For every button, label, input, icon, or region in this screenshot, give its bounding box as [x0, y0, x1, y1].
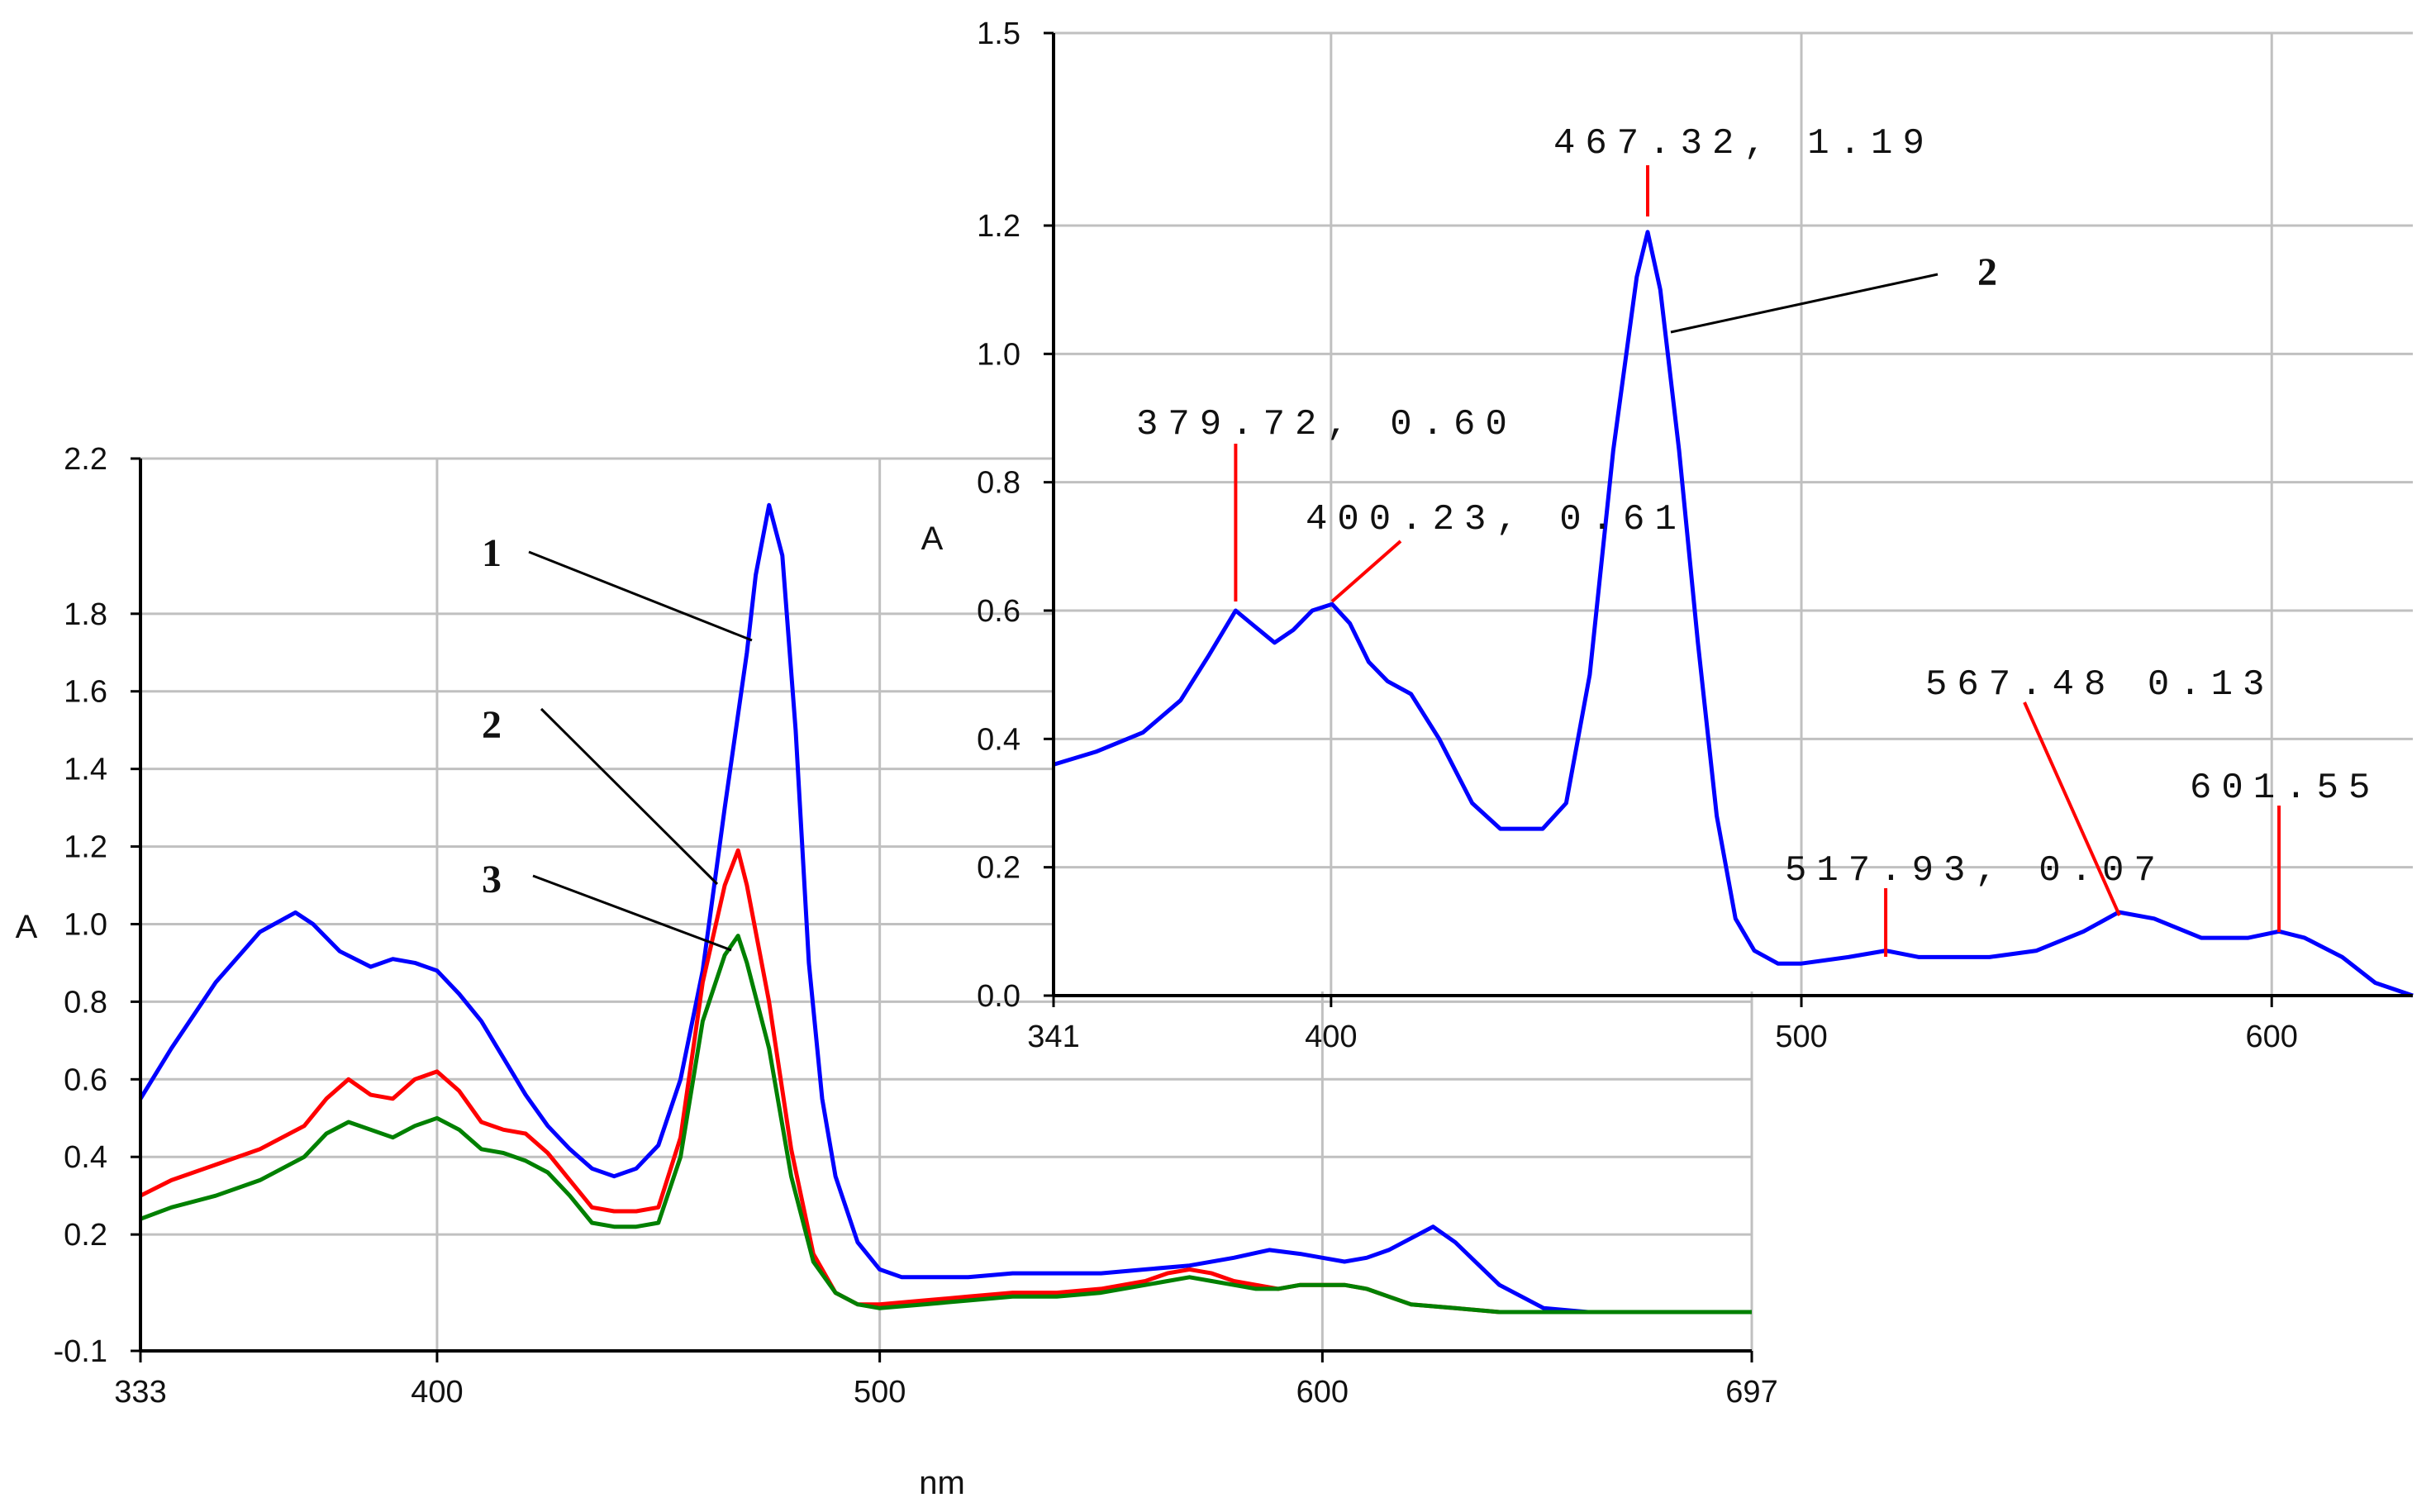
- chart-a-y-tick-label: 0.2: [64, 1218, 107, 1253]
- chart-b-x-tick-label: 341: [1027, 1020, 1079, 1054]
- chart-b-series-2-line: [1053, 230, 2414, 998]
- chart-b-y-tick-label: 0.8: [977, 466, 1020, 501]
- chart-b-peak-label: 379.72, 0.60: [1136, 404, 1517, 445]
- chart-b-peak-marker: [2023, 701, 2121, 916]
- chart-b-y-tick-label: 0.4: [977, 722, 1020, 757]
- chart-b-axes: [1052, 33, 2413, 997]
- chart-a-y-tick-label: 2.2: [64, 442, 107, 477]
- chart-b-peak-label: 467.32, 1.19: [1553, 123, 1934, 164]
- chart-a-axes: [139, 459, 1752, 1353]
- chart-b-peak-labels: 467.32, 1.19 379.72, 0.60 400.23, 0.61 567.…: [1136, 123, 2380, 957]
- chart-a-y-axis-label: A: [16, 909, 38, 945]
- chart-b-y-tick-label: 1.5: [977, 17, 1020, 51]
- chart-a-y-tick-label: -0.1: [54, 1334, 107, 1369]
- chart-a-y-tick-label: 0.4: [64, 1140, 107, 1175]
- chart-a-x-tick-label: 333: [114, 1375, 166, 1410]
- chart-a-tick-labels: 333 400 500 600 697 -0.1 0.2 0.4 0.6 0.8 1.0 1.2 1.4…: [54, 442, 1778, 1410]
- chart-a-y-tick-label: 0.8: [64, 985, 107, 1020]
- chart-a-y-tick-label: 1.2: [64, 830, 107, 865]
- chart-a-x-tick-label: 500: [854, 1375, 906, 1410]
- chart-b-y-tick-label: 0.0: [977, 979, 1020, 1014]
- chart-a-callout-label-3: 3: [482, 858, 502, 901]
- chart-b-series: [1053, 230, 2414, 998]
- chart-a-callouts: 1 2 3: [482, 531, 753, 952]
- chart-a-y-tick-label: 1.0: [64, 907, 107, 942]
- chart-b-peak-label: 567.48 0.13: [1925, 664, 2274, 706]
- inset-spectrum-chart: 341 400 500 600 0.0 0.2 0.4 0.6 0.8 1.0 1.2 1.5 A 4…: [921, 17, 2421, 1054]
- chart-a-callout-leader-2: [540, 707, 719, 886]
- chart-a-callout-leader-3: [532, 874, 732, 952]
- chart-a-x-tick-label: 697: [1725, 1375, 1777, 1410]
- chart-b-x-tick-label: 500: [1775, 1020, 1827, 1054]
- chart-a-y-tick-label: 1.6: [64, 675, 107, 710]
- chart-b-peak-label: 517.93, 0.07: [1785, 850, 2166, 892]
- chart-b-grid: [1044, 31, 2413, 1007]
- chart-a-series-1-line: [138, 502, 1752, 1315]
- chart-a-x-tick-label: 400: [411, 1375, 463, 1410]
- chart-a-x-tick-label: 600: [1296, 1375, 1349, 1410]
- chart-a-callout-leader-1: [528, 550, 753, 642]
- chart-b-peak-marker: [1330, 540, 1402, 603]
- chart-a-series-3-line: [140, 934, 1752, 1315]
- chart-b-peak-label: 601.55: [2190, 768, 2380, 809]
- chart-a-y-tick-label: 1.8: [64, 597, 107, 632]
- chart-a-y-tick-label: 1.4: [64, 753, 107, 787]
- chart-b-y-axis-label: A: [921, 521, 944, 557]
- chart-b-x-tick-label: 400: [1305, 1020, 1357, 1054]
- chart-a-series: [138, 502, 1752, 1315]
- chart-b-peak-label: 400.23, 0.61: [1306, 499, 1686, 540]
- chart-b-callouts: 2: [1670, 250, 1997, 334]
- chart-a-x-axis-label: nm: [919, 1465, 965, 1501]
- chart-b-callout-leader-2: [1670, 273, 1939, 334]
- chart-b-y-tick-label: 0.6: [977, 594, 1020, 629]
- chart-b-plot-bg: [1054, 33, 2421, 991]
- chart-a-y-tick-label: 0.6: [64, 1063, 107, 1097]
- chart-b-y-tick-label: 1.0: [977, 337, 1020, 372]
- chart-b-callout-label-2: 2: [1977, 250, 1997, 294]
- chart-b-tick-labels: 341 400 500 600 0.0 0.2 0.4 0.6 0.8 1.0 1.2 1.5: [977, 17, 2298, 1054]
- chart-b-y-tick-label: 0.2: [977, 851, 1020, 886]
- chart-b-y-tick-label: 1.2: [977, 209, 1020, 244]
- chart-a-callout-label-2: 2: [482, 703, 502, 747]
- chart-b-x-tick-label: 600: [2246, 1020, 2298, 1054]
- chart-a-callout-label-1: 1: [482, 531, 502, 575]
